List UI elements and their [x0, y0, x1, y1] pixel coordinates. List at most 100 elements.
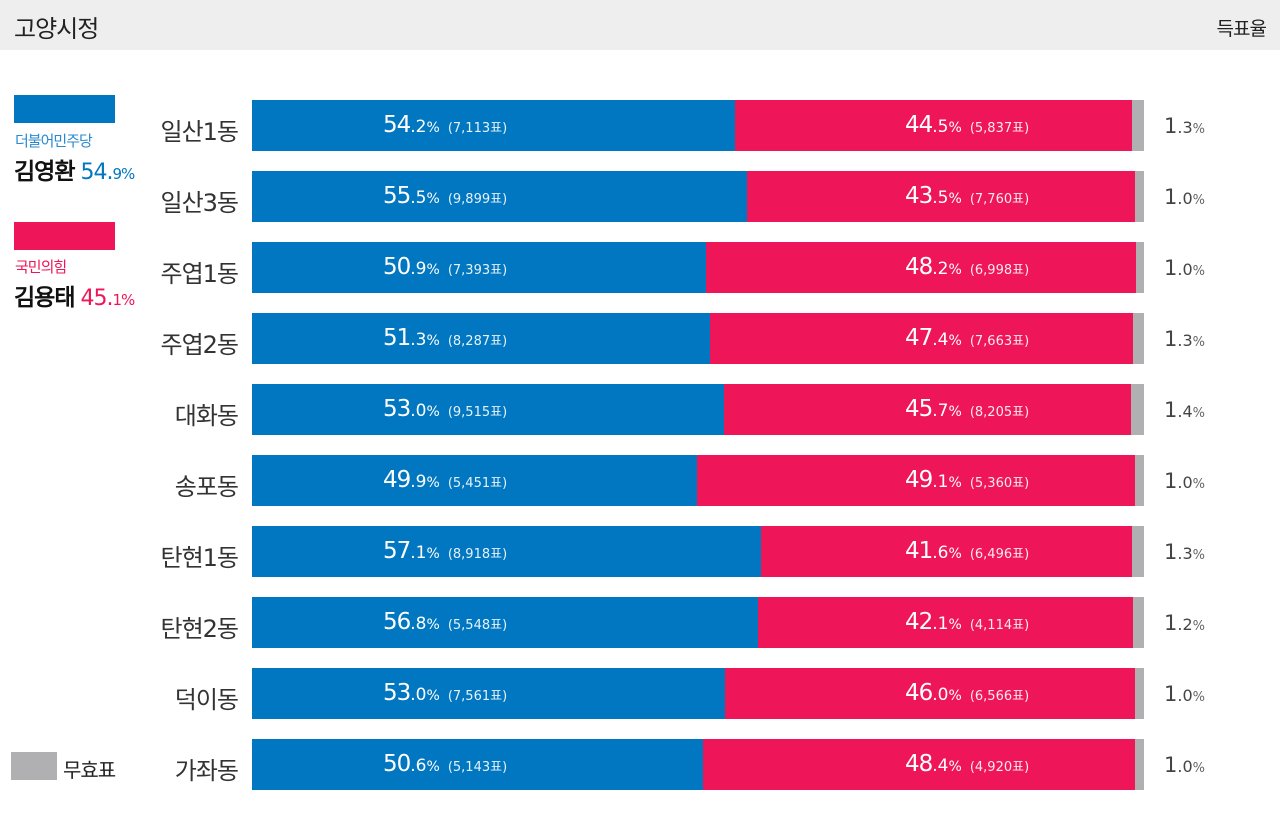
votes-party-b: (4,114표) — [969, 618, 1030, 633]
value-party-b-dec: .5 — [932, 117, 949, 137]
value-party-b-pct-sign: % — [948, 759, 962, 775]
category-label: 탄현2동 — [160, 615, 239, 643]
value-party-b-int: 48 — [905, 751, 933, 777]
legend-swatch-invalid — [11, 752, 57, 780]
bar-party-a — [252, 384, 724, 435]
category-label: 일산3동 — [160, 189, 239, 217]
votes-party-b: (5,837표) — [969, 121, 1030, 136]
value-invalid-dec: .0 — [1177, 757, 1193, 776]
value-party-a-int: 53 — [383, 396, 411, 422]
bar-invalid — [1135, 171, 1144, 222]
value-party-a-int: 50 — [383, 254, 411, 280]
bar-party-b — [725, 668, 1135, 719]
value-label-party-b: 49.1% (5,360표) — [905, 467, 1029, 493]
legend-swatch-party-a — [14, 95, 115, 123]
value-label-party-a: 54.2% (7,113표) — [383, 112, 507, 138]
value-party-b-pct-sign: % — [948, 333, 962, 349]
bar-invalid — [1135, 455, 1144, 506]
bar-invalid — [1132, 100, 1144, 151]
legend-party-a: 더불어민주당 — [15, 132, 93, 150]
votes-party-a: (7,113표) — [447, 121, 508, 136]
value-party-a-pct-sign: % — [426, 404, 440, 420]
bar-party-b — [735, 100, 1132, 151]
value-party-b-pct-sign: % — [948, 404, 962, 420]
value-invalid-pct-sign: % — [1192, 335, 1205, 350]
value-invalid-dec: .3 — [1177, 331, 1193, 350]
legend-invalid-label: 무효표 — [63, 758, 116, 782]
value-label-party-b: 46.0% (6,566표) — [905, 680, 1029, 706]
value-party-b-pct-sign: % — [948, 262, 962, 278]
chart-row: 가좌동 50.6% (5,143표) 48.4% (4,920표) 1.0% — [0, 739, 1280, 790]
value-invalid-pct-sign: % — [1192, 690, 1205, 705]
votes-party-b: (6,496표) — [969, 547, 1030, 562]
chart-row: 탄현2동 56.8% (5,548표) 42.1% (4,114표) 1.2% — [0, 597, 1280, 648]
legend-candidate-a-name: 김영환 — [14, 159, 75, 185]
value-party-a-int: 50 — [383, 751, 411, 777]
chart-row: 덕이동 53.0% (7,561표) 46.0% (6,566표) 1.0% — [0, 668, 1280, 719]
value-invalid-dec: .0 — [1177, 473, 1193, 492]
category-label: 대화동 — [174, 402, 239, 430]
bar-party-b — [724, 384, 1131, 435]
value-party-b-dec: .5 — [932, 188, 949, 208]
value-invalid-int: 1 — [1164, 327, 1178, 351]
value-party-a-pct-sign: % — [426, 546, 440, 562]
value-party-b-int: 44 — [905, 112, 933, 138]
votes-party-b: (7,760표) — [969, 192, 1030, 207]
value-party-b-dec: .1 — [932, 472, 949, 492]
value-party-b-int: 47 — [905, 325, 933, 351]
chart-row: 송포동 49.9% (5,451표) 49.1% (5,360표) 1.0% — [0, 455, 1280, 506]
chart-row: 탄현1동 57.1% (8,918표) 41.6% (6,496표) 1.3% — [0, 526, 1280, 577]
value-invalid-dec: .0 — [1177, 189, 1193, 208]
value-invalid-pct-sign: % — [1192, 264, 1205, 279]
votes-party-a: (5,451표) — [447, 476, 508, 491]
value-label-party-b: 41.6% (6,496표) — [905, 538, 1029, 564]
value-party-b-pct-sign: % — [948, 191, 962, 207]
value-invalid-dec: .2 — [1177, 615, 1193, 634]
value-invalid-int: 1 — [1164, 540, 1178, 564]
chart-row: 일산3동 55.5% (9,899표) 43.5% (7,760표) 1.0% — [0, 171, 1280, 222]
value-party-a-int: 54 — [383, 112, 411, 138]
value-party-a-dec: .5 — [410, 188, 427, 208]
value-party-a-dec: .1 — [410, 543, 427, 563]
value-party-a-dec: .9 — [410, 259, 427, 279]
value-party-a-dec: .8 — [410, 614, 427, 634]
bar-party-a — [252, 100, 735, 151]
value-label-invalid: 1.3% — [1164, 540, 1205, 564]
value-party-a-pct-sign: % — [426, 191, 440, 207]
legend-candidate-a-pct: 54.9% — [80, 160, 135, 185]
value-party-a-pct-sign: % — [426, 475, 440, 491]
votes-party-b: (6,566표) — [969, 689, 1030, 704]
category-label: 덕이동 — [174, 686, 239, 714]
chart-row: 주엽1동 50.9% (7,393표) 48.2% (6,998표) 1.0% — [0, 242, 1280, 293]
value-label-party-a: 53.0% (7,561표) — [383, 680, 507, 706]
value-party-a-int: 55 — [383, 183, 411, 209]
value-label-invalid: 1.0% — [1164, 753, 1205, 777]
category-label: 송포동 — [174, 473, 239, 501]
bar-invalid — [1133, 597, 1144, 648]
bar-party-b — [697, 455, 1135, 506]
value-party-a-pct-sign: % — [426, 262, 440, 278]
metric-label: 득표율 — [1216, 18, 1267, 40]
value-party-a-int: 56 — [383, 609, 411, 635]
value-invalid-int: 1 — [1164, 114, 1178, 138]
value-invalid-dec: .3 — [1177, 544, 1193, 563]
value-party-a-dec: .6 — [410, 756, 427, 776]
bar-party-a — [252, 171, 747, 222]
value-party-a-dec: .0 — [410, 401, 427, 421]
value-party-a-int: 51 — [383, 325, 411, 351]
value-party-b-dec: .7 — [932, 401, 949, 421]
value-party-a-pct-sign: % — [426, 617, 440, 633]
bar-invalid — [1136, 242, 1144, 293]
value-label-party-a: 53.0% (9,515표) — [383, 396, 507, 422]
bar-party-a — [252, 455, 697, 506]
value-party-b-pct-sign: % — [948, 617, 962, 633]
legend-candidate-a-pct-dec: 9% — [112, 165, 135, 183]
legend-candidate-b-name: 김용태 — [14, 285, 75, 311]
bar-invalid — [1135, 739, 1144, 790]
bar-invalid — [1135, 668, 1144, 719]
value-party-b-pct-sign: % — [948, 688, 962, 704]
value-label-invalid: 1.4% — [1164, 398, 1205, 422]
value-party-a-dec: .9 — [410, 472, 427, 492]
value-party-b-dec: .4 — [932, 330, 949, 350]
value-invalid-dec: .4 — [1177, 402, 1193, 421]
